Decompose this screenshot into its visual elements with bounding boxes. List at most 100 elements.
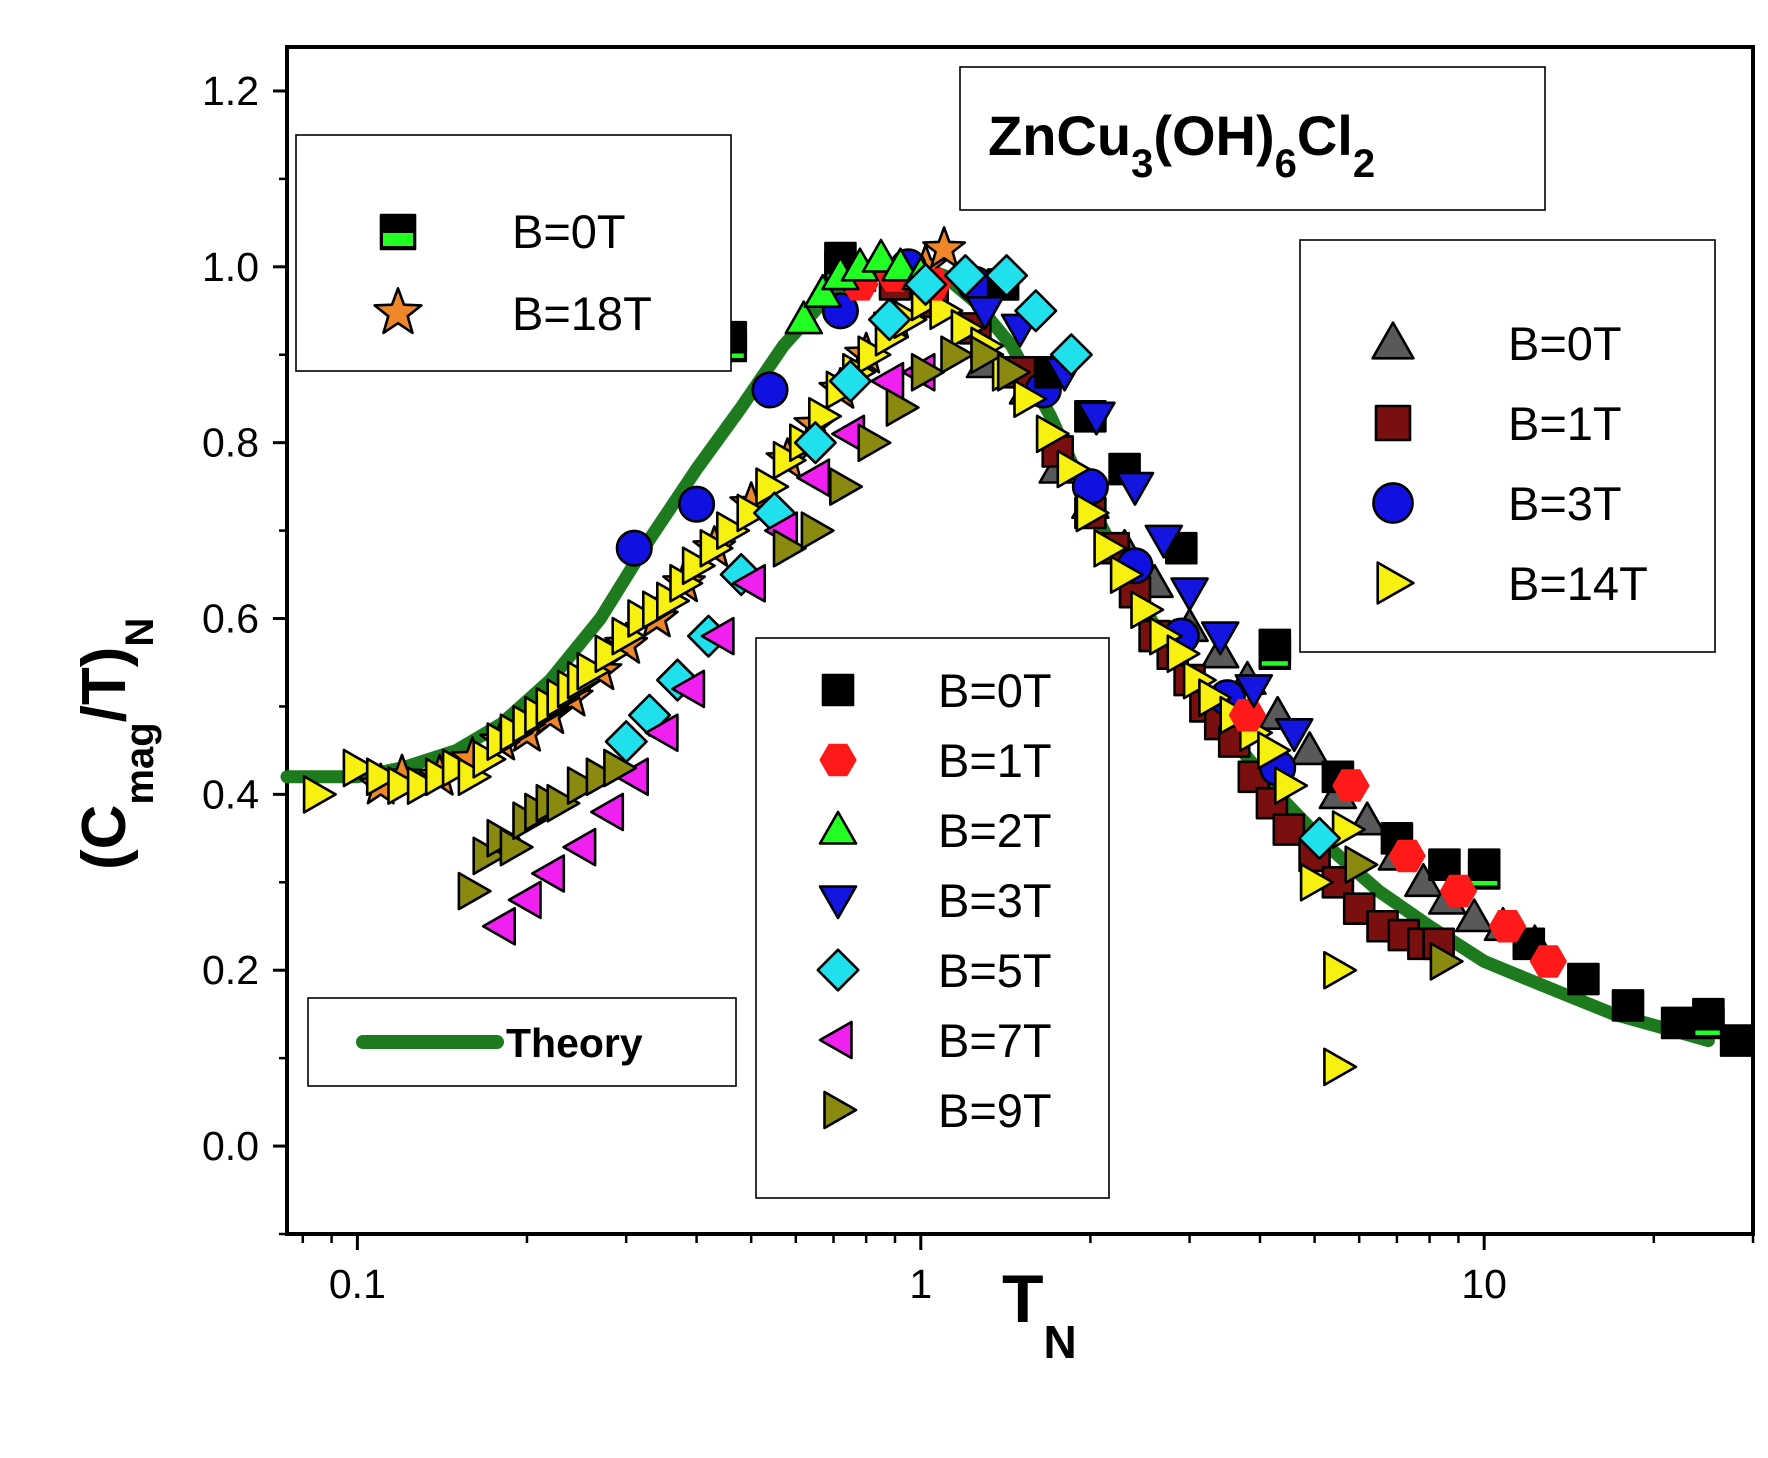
point-b-7t (731, 563, 767, 603)
point-b-9t (857, 423, 892, 463)
y-tick-label: 0.2 (202, 947, 259, 993)
legend-marker (821, 673, 855, 707)
point-b-14t (1323, 950, 1358, 990)
formula-sub-3: 2 (1353, 142, 1375, 186)
point-b-14t (929, 291, 964, 331)
legend-label: B=5T (938, 944, 1052, 997)
point-b-5t (904, 262, 948, 306)
legend-top-left-box (295, 134, 732, 372)
legend-right-box (1299, 239, 1716, 653)
point-b-7t (530, 854, 566, 893)
legend-label: B=0T (1508, 317, 1622, 370)
legend-right: B=0T B=1T B=3T B=14T (1299, 239, 1716, 653)
svg-text:ZnCu3(OH)6Cl2: ZnCu3(OH)6Cl2 (988, 104, 1375, 186)
legend-marker-triangle-up (818, 810, 858, 845)
point-b-0t-black (1258, 628, 1292, 662)
y-axis-title: (Cmag/T)N (70, 618, 162, 870)
x-axis-title-main: T (1002, 1261, 1044, 1337)
point-b-0t-black (1567, 962, 1600, 996)
y-axis-title-part-2: /T) (70, 647, 139, 723)
point-b-9t (772, 528, 807, 568)
point-b-5t (867, 297, 912, 342)
point-b-7t (671, 669, 706, 709)
point-b-5t (943, 254, 988, 298)
axis-ticks: 0.0 0.2 0.4 0.6 0.8 1.0 1.2 0.1 1 10 (202, 68, 1755, 1307)
point-b-3t-triangle-down (1115, 471, 1155, 506)
point-b-14t (365, 757, 401, 797)
legend-label: B=1T (938, 734, 1052, 787)
point-b-3t-triangle-down (1200, 621, 1240, 656)
legend-label: B=3T (938, 874, 1052, 927)
legend-marker-triangle-down (818, 885, 858, 920)
y-tick-label: 0.0 (202, 1123, 259, 1169)
formula-sub-1: 3 (1131, 142, 1153, 186)
point-b-3t-circle (678, 485, 716, 523)
point-b-9t (910, 352, 945, 392)
point-b-7t (700, 616, 735, 656)
point-b-7t (481, 906, 517, 946)
point-b-2t (784, 300, 824, 335)
legend-marker (1374, 404, 1412, 442)
legend-label: B=0T (512, 205, 626, 258)
point-b-14t (1299, 862, 1334, 902)
point-b-3t-circle (615, 529, 653, 567)
y-axis-title-part-1: (C (70, 805, 139, 870)
point-b-3t-triangle-down (1170, 577, 1209, 612)
legend-marker-star (373, 287, 423, 335)
legend-marker-square-green (379, 213, 417, 251)
point-b-5t (1297, 816, 1341, 860)
point-b-0t-black (1611, 989, 1645, 1022)
legend-middle: B=0T B=1T B=2T B=3T B=5T B=7T B=9T (755, 637, 1110, 1199)
point-b-9t (828, 467, 864, 506)
legend-top-left: B=0T B=18T (295, 134, 732, 372)
point-b-14t (1075, 493, 1110, 533)
y-tick-label: 0.6 (202, 596, 259, 642)
point-b-5t (1049, 333, 1093, 377)
point-b-5t (984, 254, 1029, 298)
point-b-14t (1149, 616, 1184, 656)
formula-part-3: Cl (1297, 104, 1353, 167)
legend-marker (373, 287, 423, 335)
point-b-5t (828, 359, 872, 403)
point-b-14t (1257, 731, 1292, 770)
legend-marker (1371, 321, 1415, 360)
y-axis-title-sub-2: N (118, 618, 162, 647)
point-b-0t-black (1467, 848, 1501, 882)
point-b-3t-triangle-down (965, 295, 1005, 331)
point-b-14t (1274, 766, 1309, 805)
legend-marker-circle (1372, 482, 1414, 524)
point-b-14t (681, 546, 716, 586)
point-b-9t (1429, 942, 1464, 981)
point-b-18t (922, 226, 967, 269)
point-b-0t-triangle (1290, 731, 1329, 766)
legend-marker-triangle-right (823, 1090, 858, 1130)
formula-sub-2: 6 (1275, 142, 1297, 186)
x-tick-label: 10 (1461, 1261, 1507, 1307)
point-b-1t-hexagon (1529, 945, 1567, 978)
point-b-7t (507, 880, 542, 920)
legend-marker-triangle-left (818, 1020, 853, 1060)
point-b-0t-black (1428, 848, 1461, 882)
legend-marker-square (1374, 404, 1412, 442)
y-tick-label: 1.0 (202, 244, 259, 290)
legend-label: B=0T (938, 664, 1052, 717)
point-b-2t (881, 247, 920, 282)
legend-marker (818, 885, 858, 920)
legend-label: B=1T (1508, 397, 1622, 450)
y-tick-label: 0.8 (202, 420, 259, 466)
point-b-9t (1344, 845, 1379, 885)
legend-marker (816, 948, 860, 992)
legend-theory-label: Theory (506, 1020, 643, 1066)
formula-part-2: (OH) (1153, 104, 1274, 167)
point-b-14t (857, 335, 892, 375)
point-b-7t (562, 827, 597, 867)
point-b-0t-triangle (1454, 898, 1494, 933)
y-axis-title-sub-1: mag (118, 722, 162, 804)
legend-theory: Theory (307, 997, 737, 1087)
x-axis-title: TN (1002, 1261, 1077, 1368)
legend-marker (1372, 482, 1414, 524)
legend-marker (379, 213, 417, 251)
legend-middle-box (755, 637, 1110, 1199)
point-b-14t (1198, 678, 1233, 718)
